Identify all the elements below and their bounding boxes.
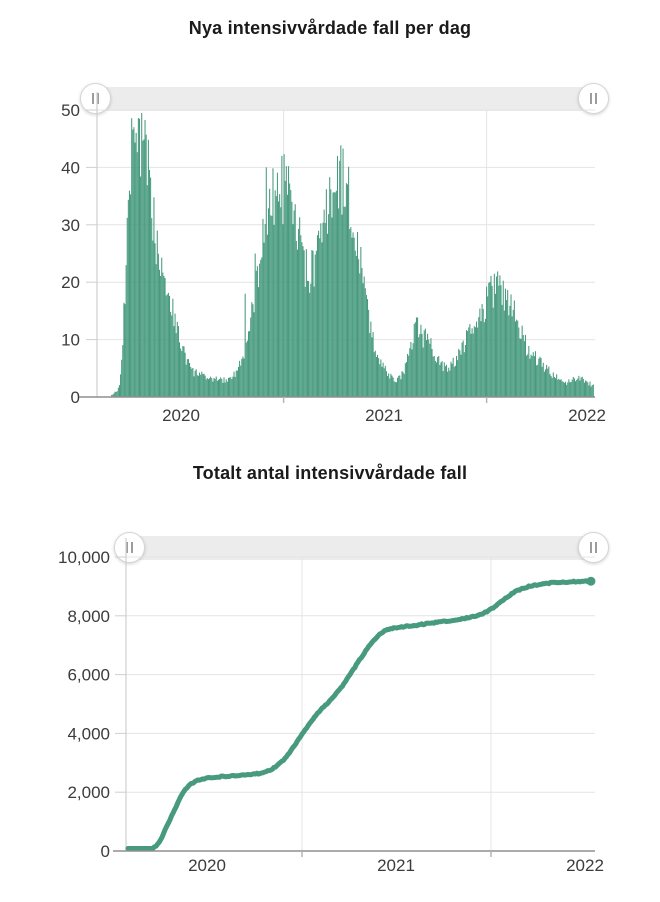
drag-handle-icon [126,542,133,553]
x-axis-year-label: 2021 [365,406,403,425]
x-axis-year-label: 2020 [188,856,226,875]
y-axis-tick-label: 0 [101,842,110,861]
total-line-series [125,578,594,851]
slider-handle-left[interactable] [114,532,145,563]
slider-track[interactable] [124,536,600,560]
y-axis-tick-label: 0 [71,388,80,407]
y-axis-tick-label: 4,000 [67,724,110,743]
daily-bars-series [111,112,594,398]
axes: 0 2,000 4,000 6,000 8,000 10,000 [58,538,595,861]
total-chart-title: Totalt antal intensivvårdade fall [192,463,468,483]
line-end-marker [586,576,596,586]
y-axis-tick-label: 10 [61,331,80,350]
y-axis-tick-label: 6,000 [67,666,110,685]
slider-track[interactable] [90,87,600,111]
x-axis-year-label: 2022 [568,406,606,425]
y-axis-tick-label: 50 [61,101,80,120]
y-axis-tick-label: 40 [61,158,80,177]
daily-chart-title: Nya intensivvårdade fall per dag [188,18,472,38]
slider-handle-right[interactable] [578,83,609,114]
x-axis: 2020 2021 2022 [79,396,606,425]
slider-handle-right[interactable] [578,532,609,563]
y-axis-tick-label: 10,000 [58,548,110,567]
total-chart-canvas: 0 2,000 4,000 6,000 8,000 10,000 2020 2021 2022 [58,538,604,875]
slider-handle-left[interactable] [80,83,111,114]
drag-handle-icon [92,93,99,104]
x-axis-year-label: 2020 [162,406,200,425]
y-axis-tick-label: 20 [61,273,80,292]
y-axis-tick-label: 8,000 [67,607,110,626]
daily-chart-canvas: 0 10 20 30 40 50 2020 2021 2022 [61,92,606,425]
y-axis-tick-label: 2,000 [67,783,110,802]
y-axis-tick-label: 30 [61,216,80,235]
x-axis-year-label: 2021 [377,856,415,875]
x-axis-year-label: 2022 [566,856,604,875]
x-axis: 2020 2021 2022 [113,850,604,875]
axes: 0 10 20 30 40 50 [61,92,595,407]
drag-handle-icon [590,93,597,104]
drag-handle-icon [590,542,597,553]
